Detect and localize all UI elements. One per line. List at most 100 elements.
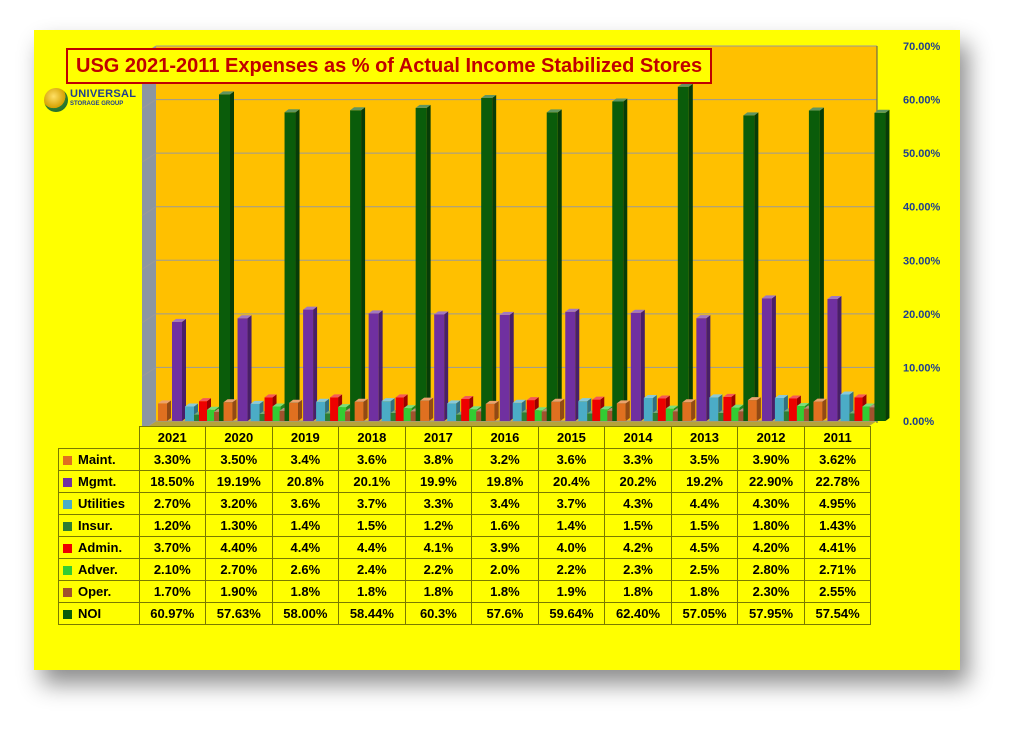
- bar-noi-2012-side: [819, 107, 824, 421]
- data-label: 3.7%: [338, 492, 406, 515]
- y-tick-label: 60.00%: [903, 95, 941, 107]
- data-label: 4.4%: [338, 536, 406, 559]
- data-label: 57.95%: [737, 602, 805, 625]
- data-label: 3.62%: [803, 448, 872, 471]
- bar-admin-2020: [264, 397, 273, 421]
- bar-noi-2018: [415, 107, 427, 421]
- bar-insur-2011: [849, 413, 858, 421]
- chart-title: USG 2021-2011 Expenses as % of Actual In…: [66, 48, 713, 84]
- legend-label: Insur.: [78, 518, 113, 533]
- data-label: 62.40%: [604, 602, 672, 625]
- bar-noi-2013-side: [754, 112, 759, 421]
- data-label: 3.50%: [205, 448, 273, 471]
- data-label: 4.20%: [737, 536, 805, 559]
- bar-adver-2012-top: [796, 403, 809, 406]
- data-label: 2.10%: [138, 558, 207, 581]
- legend-swatch: [63, 610, 72, 620]
- bar-oper-2014: [672, 411, 681, 421]
- data-label: 4.30%: [737, 492, 805, 515]
- bar-adver-2015: [600, 409, 609, 421]
- bar-mgmt-2011: [827, 298, 838, 421]
- legend-swatch: [63, 522, 72, 532]
- bar-adver-2014-top: [665, 405, 678, 409]
- data-label: 2.70%: [138, 492, 207, 515]
- bar-noi-2016: [546, 112, 558, 421]
- data-label: 19.9%: [404, 470, 473, 493]
- data-label: 20.1%: [338, 470, 406, 493]
- bar-mgmt-2015-top: [565, 308, 580, 312]
- bar-mgmt-2013-side: [706, 315, 711, 421]
- legend-label: Mgmt.: [78, 474, 117, 489]
- bar-utilities-2011-top: [840, 391, 854, 395]
- bar-mgmt-2021-side: [182, 318, 186, 421]
- table-row: Insur. 1.20% 1.30% 1.4% 1.5% 1.2% 1.6% 1.4% 1.5%…: [58, 514, 872, 537]
- bar-maint-2018: [354, 401, 364, 421]
- bar-mgmt-2021-top: [172, 318, 186, 322]
- data-label: 1.8%: [471, 580, 539, 603]
- bar-oper-2012: [803, 408, 812, 421]
- bar-noi-2015-side: [623, 98, 628, 421]
- bar-utilities-2020: [250, 403, 260, 421]
- bar-noi-2019: [350, 110, 362, 422]
- bar-utilities-2012: [774, 397, 784, 421]
- bar-adver-2021-top: [207, 406, 219, 410]
- gridline-side: [141, 313, 157, 324]
- legend-label: Oper.: [78, 584, 112, 599]
- bar-admin-2020-top: [264, 394, 277, 398]
- data-label: 3.6%: [338, 448, 406, 471]
- bar-mgmt-2015: [565, 311, 576, 421]
- bar-maint-2014: [616, 403, 626, 421]
- legend-entry: Utilities: [58, 492, 140, 515]
- bar-maint-2021-top: [158, 400, 171, 404]
- bar-utilities-2013: [709, 397, 719, 421]
- data-label: 1.5%: [604, 514, 672, 537]
- bar-maint-2021-side: [167, 400, 171, 421]
- legend-entry: Mgmt.: [58, 470, 140, 493]
- bar-noi-2020-top: [284, 109, 300, 113]
- bar-mgmt-2011-side: [837, 295, 842, 421]
- data-label: 20.4%: [537, 470, 606, 493]
- y-tick-label: 40.00%: [903, 202, 941, 214]
- bar-noi-2020-side: [295, 109, 300, 422]
- bar-maint-2020: [223, 402, 233, 421]
- table-row: NOI 60.97% 57.63% 58.00% 58.44% 60.3% 57.6% 59.…: [58, 602, 872, 625]
- company-logo: UNIVERSAL STORAGE GROUP: [44, 86, 140, 126]
- logo-tagline: STORAGE GROUP: [70, 101, 124, 107]
- legend-swatch: [63, 456, 72, 466]
- bar-insur-2015: [587, 413, 596, 421]
- bar-maint-2018-side: [363, 398, 368, 421]
- data-label: 60.3%: [404, 602, 473, 625]
- bar-maint-2016-top: [485, 400, 499, 404]
- data-label: 2.80%: [737, 558, 805, 581]
- legend-label: Maint.: [78, 452, 116, 467]
- data-label: 4.40%: [205, 536, 273, 559]
- bar-maint-2018-top: [354, 398, 368, 402]
- data-label: 1.8%: [338, 580, 406, 603]
- bar-mgmt-2012-side: [771, 295, 776, 421]
- bar-admin-2012: [788, 398, 797, 421]
- bar-adver-2013-top: [731, 404, 744, 408]
- bar-utilities-2015: [578, 401, 588, 421]
- y-tick-label: 70.00%: [903, 41, 941, 53]
- bar-adver-2011: [862, 406, 871, 421]
- data-label: 4.0%: [537, 536, 606, 559]
- bar-adver-2020: [272, 406, 281, 421]
- data-label: 57.63%: [205, 602, 273, 625]
- bar-utilities-2018-top: [381, 398, 395, 402]
- bar-maint-2013: [682, 402, 692, 421]
- bar-admin-2021: [199, 401, 207, 421]
- data-label: 4.95%: [803, 492, 872, 515]
- bar-adver-2018: [403, 408, 412, 421]
- y-tick-label: 20.00%: [903, 309, 941, 321]
- bar-admin-2013: [723, 396, 732, 421]
- bar-mgmt-2016-side: [509, 311, 514, 421]
- legend-entry: Adver.: [58, 558, 140, 581]
- data-label: 1.5%: [670, 514, 739, 537]
- bar-mgmt-2016: [499, 314, 510, 421]
- bar-admin-2016-top: [526, 397, 539, 401]
- bar-noi-2015: [612, 101, 624, 421]
- bar-mgmt-2012-top: [761, 295, 776, 299]
- bar-admin-2012-top: [788, 395, 801, 399]
- data-label: 1.43%: [803, 514, 872, 537]
